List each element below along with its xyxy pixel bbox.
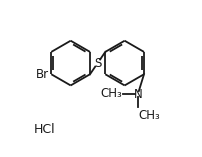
Text: Br: Br [36, 68, 49, 81]
Text: N: N [133, 88, 142, 101]
Text: S: S [94, 57, 101, 70]
Text: HCl: HCl [34, 123, 55, 136]
Text: CH₃: CH₃ [100, 87, 122, 100]
Text: CH₃: CH₃ [138, 109, 160, 122]
